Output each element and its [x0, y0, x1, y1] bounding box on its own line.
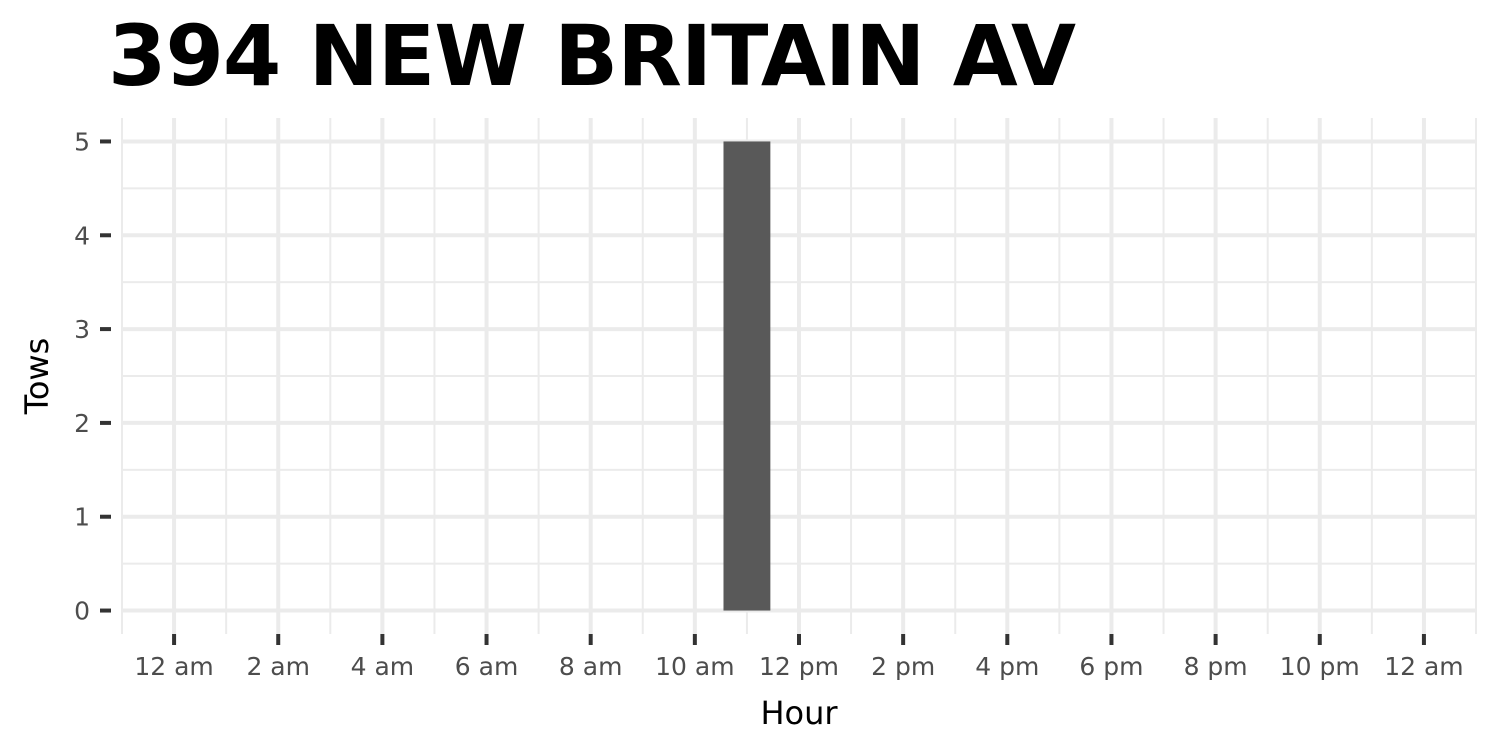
x-tick-label: 10 pm: [1280, 652, 1360, 681]
x-tick-label: 6 am: [455, 652, 519, 681]
y-tick-label: 5: [74, 127, 90, 156]
x-tick-label: 4 am: [351, 652, 415, 681]
x-tick-label: 2 am: [246, 652, 310, 681]
y-tick-label: 1: [74, 503, 90, 532]
bars: [723, 141, 771, 611]
x-tick-label: 12 am: [1384, 652, 1463, 681]
x-tick-label: 8 pm: [1184, 652, 1248, 681]
x-tick-label: 10 am: [655, 652, 734, 681]
y-axis-title: Tows: [18, 338, 56, 416]
x-tick-label: 2 pm: [871, 652, 935, 681]
x-tick-label: 12 am: [134, 652, 213, 681]
x-tick-label: 8 am: [559, 652, 623, 681]
y-tick-label: 2: [74, 409, 90, 438]
x-tick-label: 6 pm: [1079, 652, 1143, 681]
axes: 0 1 2 3 4 5 12 am 2 am 4 am 6 am 8 am 10 am 12 pm 2 p…: [74, 127, 1464, 681]
x-tick-label: 4 pm: [975, 652, 1039, 681]
y-tick-label: 4: [74, 221, 90, 250]
y-tick-label: 0: [74, 597, 90, 626]
x-tick-label: 12 pm: [759, 652, 839, 681]
y-tick-label: 3: [74, 315, 90, 344]
x-axis-title: Hour: [760, 694, 838, 732]
bar-hour-11: [723, 141, 771, 611]
chart-title: 394 NEW BRITAIN AV: [108, 7, 1076, 105]
grid-lines: [121, 118, 1477, 634]
